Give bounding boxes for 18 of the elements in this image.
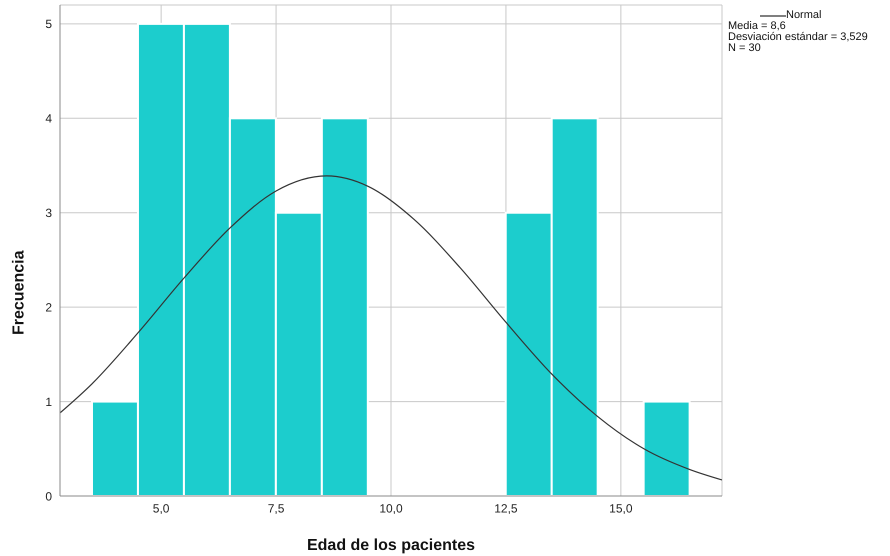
text: Media = 8,6 (728, 20, 786, 32)
y-tick-label: 4 (45, 112, 52, 126)
y-tick-label: 5 (45, 17, 52, 32)
x-tick-label: 7,5 (268, 502, 285, 516)
x-tick-label: 10,0 (379, 502, 403, 516)
y-tick-label: 3 (45, 206, 52, 220)
x-tick-label: 12,5 (494, 502, 518, 516)
y-tick-label: 0 (45, 489, 52, 504)
x-tick-label: 15,0 (609, 502, 633, 516)
y-tick-label: 2 (45, 300, 52, 314)
text: N = 30 (728, 42, 762, 54)
x-tick-label: 5,0 (152, 502, 170, 516)
y-tick-label: 1 (45, 394, 52, 409)
line-series (60, 175, 722, 481)
x-axis-title: Edad de los pacientes (306, 537, 476, 554)
text: Desviación estándar = 3,529 (728, 31, 868, 43)
legend-label: Normal (786, 9, 822, 21)
y-axis-title: Frecuencia (10, 250, 28, 335)
